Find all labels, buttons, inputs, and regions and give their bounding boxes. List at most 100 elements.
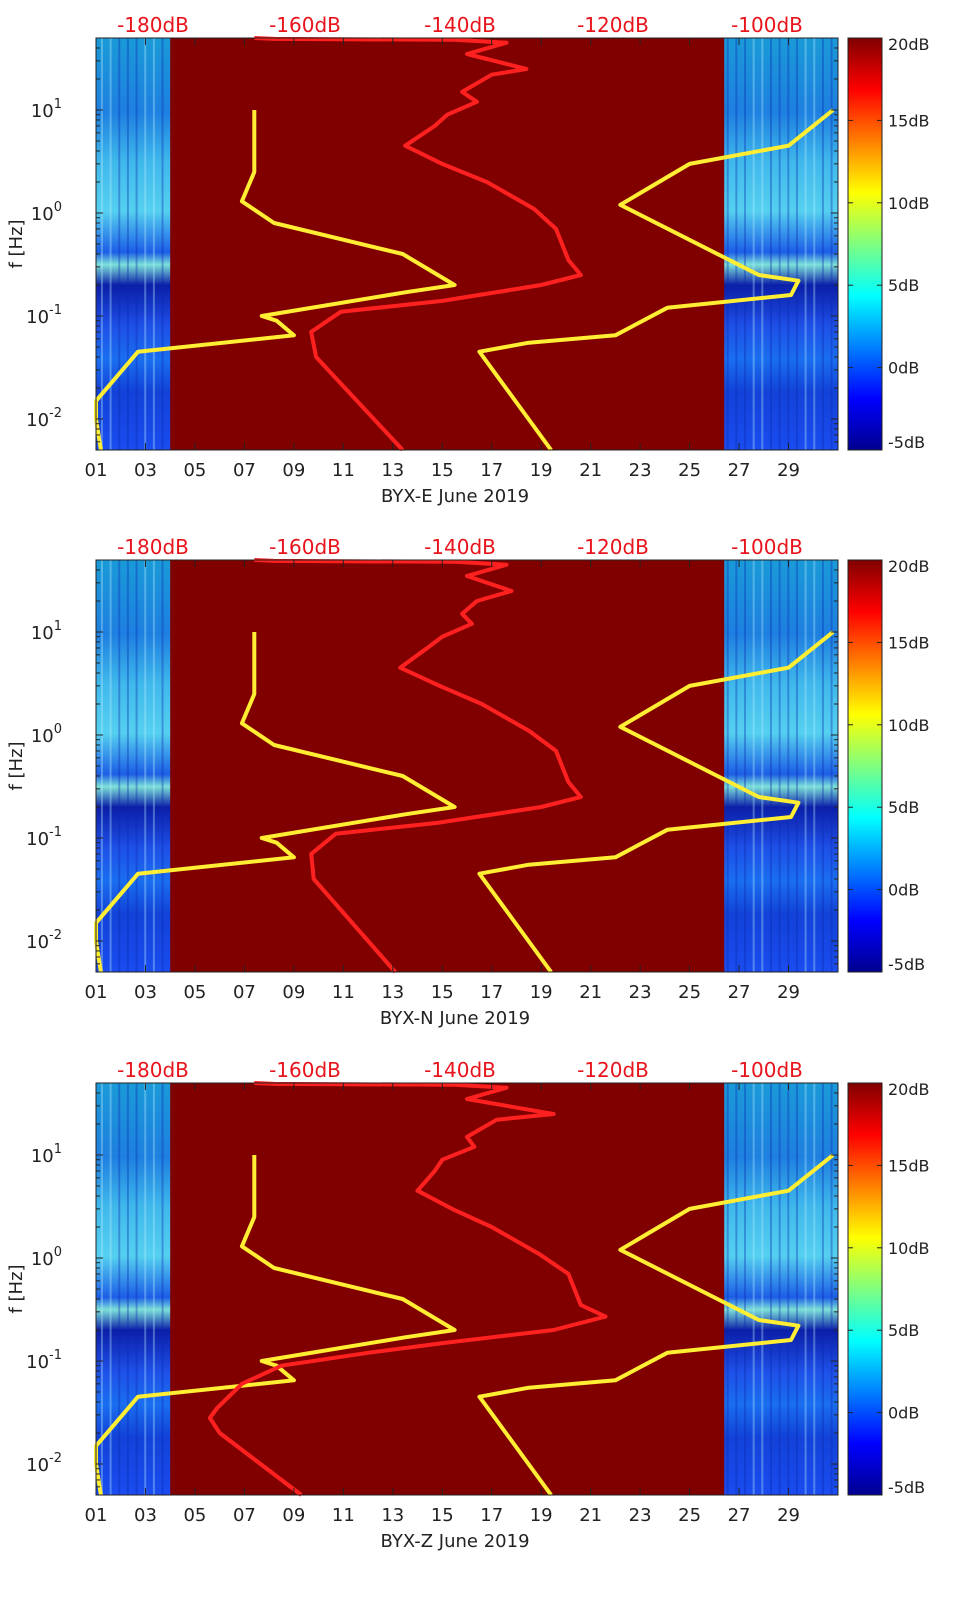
colorbar-tick-label: 0dB [888,1404,919,1423]
x-tick-label: 07 [233,460,256,481]
spectrogram-right-segment [724,1083,838,1495]
spectrogram-left-segment [96,1083,171,1495]
x-tick-label: 27 [728,982,751,1003]
top-db-label: -160dB [269,1058,341,1082]
colorbar-tick-label: 0dB [888,359,919,378]
series-line-3 [477,108,835,452]
x-tick-label: 29 [777,1505,800,1526]
spectrogram-right-segment [724,38,838,450]
y-tick-label: 10-2 [26,928,62,953]
spectrogram-right-segment [724,560,838,972]
y-tick-label: 101 [31,97,62,122]
x-tick-label: 21 [579,460,602,481]
x-tick-label: 17 [480,460,503,481]
top-db-label: -120dB [577,13,649,37]
colorbar-tick-label: 20dB [888,1080,930,1099]
x-tick-label: 15 [431,1505,454,1526]
top-db-label: -140dB [424,1058,496,1082]
y-tick-label: 101 [31,619,62,644]
colorbar [847,559,883,973]
colorbar-tick-label: 20dB [888,557,930,576]
colorbar-tick-label: 5dB [888,276,919,295]
series-line-1 [94,632,457,973]
panel-1: 01 03 05 07 09 11 13 15 17 19 21 23 25 27 29 BYX-E June… [6,13,930,507]
spectrogram-texture [100,38,833,450]
colorbar-tick-label: -5dB [888,955,925,974]
y-axis-label: f [Hz] [6,741,27,790]
top-db-label: -160dB [269,535,341,559]
x-tick-label: 29 [777,460,800,481]
top-db-label: -120dB [577,535,649,559]
series-line-1 [94,1155,457,1496]
x-tick-label: 01 [85,460,108,481]
colorbar-tick-label: 20dB [888,35,930,54]
top-db-label: -180dB [117,1058,189,1082]
x-tick-label: 23 [629,1505,652,1526]
top-db-label: -120dB [577,1058,649,1082]
x-axis-label: BYX-N June 2019 [380,1008,530,1029]
spectrogram-left-segment [96,38,171,450]
x-tick-label: 09 [282,460,305,481]
x-tick-label: 19 [530,982,553,1003]
top-db-label: -180dB [117,13,189,37]
x-tick-label: 19 [530,460,553,481]
x-tick-label: 23 [629,460,652,481]
spectrogram-texture [100,560,833,972]
x-tick-label: 13 [381,1505,404,1526]
spectrogram-left-segment [96,560,171,972]
series-line-3 [477,630,835,974]
x-tick-label: 05 [183,460,206,481]
plot-area [96,560,838,972]
colorbar [847,1082,883,1496]
colorbar-tick-label: 15dB [888,633,930,652]
series-line-2 [254,36,583,452]
series-line-2 [207,1081,608,1497]
colorbar-tick-label: 15dB [888,1156,930,1175]
x-tick-label: 19 [530,1505,553,1526]
x-tick-label: 03 [134,460,157,481]
x-tick-label: 01 [85,982,108,1003]
x-tick-label: 13 [381,460,404,481]
series-line-3 [477,1153,835,1497]
y-axis-label: f [Hz] [6,1264,27,1313]
panel-2: 01 03 05 07 09 11 13 15 17 19 21 23 25 27 29 BYX-N June… [6,535,930,1029]
colorbar-tick-label: 10dB [888,1239,930,1258]
x-tick-label: 09 [282,1505,305,1526]
colorbar-tick-label: 5dB [888,798,919,817]
y-tick-label: 10-1 [26,825,62,850]
y-tick-label: 101 [31,1142,62,1167]
top-db-label: -180dB [117,535,189,559]
x-tick-label: 07 [233,982,256,1003]
y-tick-label: 100 [31,1245,62,1270]
x-tick-label: 03 [134,982,157,1003]
top-db-label: -100dB [731,535,803,559]
x-tick-label: 29 [777,982,800,1003]
x-tick-label: 25 [678,982,701,1003]
colorbar-tick-label: 15dB [888,111,930,130]
top-db-label: -100dB [731,1058,803,1082]
colorbar-tick-label: 10dB [888,716,930,735]
y-axis-label: f [Hz] [6,219,27,268]
x-tick-label: 01 [85,1505,108,1526]
x-tick-label: 21 [579,1505,602,1526]
top-db-label: -140dB [424,535,496,559]
colorbar-tick-label: 0dB [888,881,919,900]
x-tick-label: 23 [629,982,652,1003]
x-tick-label: 11 [332,982,355,1003]
y-tick-label: 100 [31,200,62,225]
x-tick-label: 05 [183,982,206,1003]
x-tick-label: 17 [480,982,503,1003]
x-axis-label: BYX-E June 2019 [381,486,529,507]
x-axis-label: BYX-Z June 2019 [380,1531,529,1552]
x-tick-label: 03 [134,1505,157,1526]
x-tick-label: 17 [480,1505,503,1526]
x-tick-label: 25 [678,1505,701,1526]
series-line-2 [254,558,583,974]
x-tick-label: 07 [233,1505,256,1526]
colorbar-tick-label: -5dB [888,433,925,452]
top-db-label: -140dB [424,13,496,37]
top-db-label: -160dB [269,13,341,37]
x-tick-label: 05 [183,1505,206,1526]
x-tick-label: 11 [332,460,355,481]
